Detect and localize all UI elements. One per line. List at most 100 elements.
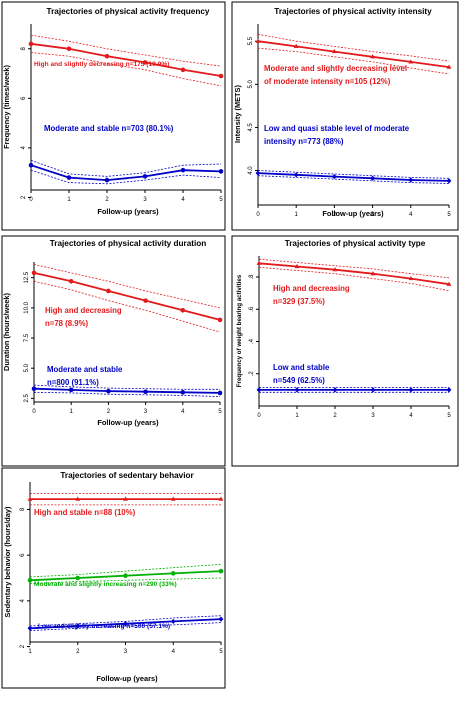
y-axis-label: Sedentary behavior (hours/day) — [3, 506, 12, 617]
data-point — [28, 41, 34, 47]
data-point — [75, 575, 81, 581]
x-tick-label: 5 — [219, 197, 223, 203]
y-axis-label: Duration (hours/week) — [2, 292, 11, 371]
x-tick-label: 3 — [124, 649, 128, 655]
y-tick-label: 2 — [21, 195, 27, 199]
series-1: High and decreasing n=329 (37.5%) — [256, 258, 452, 306]
y-tick-label: 5.0 — [24, 363, 30, 372]
series-label: n=800 (91.1%) — [47, 378, 99, 387]
x-axis-label: Follow-up (years) — [97, 207, 159, 216]
data-point — [446, 64, 452, 69]
data-point — [408, 177, 414, 183]
series-2: Low and quasi stable level of moderate in… — [255, 124, 452, 184]
chart-panel-2: Trajectories of physical activity intens… — [231, 1, 459, 231]
ci-lower-line — [33, 280, 221, 333]
x-tick-label: 4 — [172, 649, 176, 655]
x-tick-label: 5 — [447, 413, 451, 419]
data-point — [143, 389, 148, 395]
data-point — [255, 38, 261, 43]
y-tick-label: 8 — [20, 507, 26, 511]
y-axis-label: Frequency (times/week) — [2, 65, 11, 149]
series-label: Low and stable — [273, 363, 330, 372]
ci-upper-line — [30, 34, 222, 67]
data-point — [27, 577, 33, 583]
data-point — [31, 270, 37, 276]
data-point — [218, 169, 224, 174]
panel-frame — [231, 1, 459, 231]
x-tick-label: 5 — [447, 212, 451, 218]
y-tick-label: 7.5 — [24, 333, 30, 342]
ci-lower-line — [33, 391, 221, 397]
y-tick-label: 6 — [21, 96, 27, 100]
data-point — [66, 46, 72, 52]
data-point — [218, 496, 224, 501]
series-label: Low and slightly increasing n=500 (57.1%… — [38, 623, 170, 630]
data-point — [293, 43, 299, 49]
data-point — [332, 267, 338, 272]
data-point — [75, 496, 81, 501]
x-tick-label: 2 — [76, 649, 80, 655]
data-point — [75, 623, 81, 629]
chart-title: Trajectories of physical activity type — [285, 239, 426, 248]
data-point — [218, 616, 224, 622]
y-tick-label: 2 — [20, 644, 26, 648]
y-tick-label: 4.0 — [248, 166, 254, 175]
y-tick-label: 10.0 — [24, 301, 30, 313]
ci-upper-line — [33, 264, 221, 309]
ci-upper-line — [33, 384, 220, 390]
series-line — [30, 42, 222, 77]
data-point — [27, 496, 33, 501]
x-axis-label: Follow-up (years) — [322, 209, 384, 218]
series-label: Moderate and stable — [47, 365, 123, 374]
ci-upper-line — [257, 170, 450, 179]
y-tick-label: .2 — [249, 371, 255, 377]
series-1: Moderate and slightly decreasing level of… — [255, 33, 452, 86]
ci-lower-line — [257, 47, 450, 75]
data-point — [370, 387, 376, 393]
chart-panel-3: Trajectories of physical activity durati… — [1, 235, 226, 467]
x-tick-label: 1 — [28, 649, 32, 655]
series-line — [33, 387, 221, 394]
data-point — [408, 59, 414, 64]
x-tick-label: 1 — [70, 409, 74, 415]
panel-frame — [1, 1, 226, 231]
x-tick-label: 4 — [181, 409, 185, 415]
data-point — [180, 390, 186, 395]
data-point — [180, 307, 186, 313]
x-tick-label: 0 — [32, 409, 36, 415]
series-label: High and slightly decreasing n=175 (19.9… — [34, 61, 169, 68]
data-point — [218, 73, 224, 79]
series-line — [257, 172, 450, 182]
ci-upper-line — [257, 33, 450, 62]
y-tick-label: 4 — [20, 599, 26, 603]
data-point — [293, 172, 299, 178]
ci-lower-line — [30, 169, 222, 185]
x-tick-label: 1 — [295, 212, 299, 218]
series-label: Moderate and stable n=703 (80.1%) — [44, 124, 174, 133]
y-tick-label: 12.5 — [24, 271, 30, 283]
series-3: Low and slightly increasing n=500 (57.1%… — [27, 615, 224, 631]
x-tick-label: 3 — [371, 413, 375, 419]
data-point — [31, 386, 37, 392]
y-tick-label: 6 — [20, 553, 26, 557]
series-label: High and decreasing — [273, 284, 350, 293]
data-point — [68, 279, 74, 284]
panel-frame — [1, 467, 226, 689]
data-point — [218, 568, 224, 574]
data-point — [143, 298, 148, 303]
data-point — [370, 175, 375, 181]
series-1: High and slightly decreasing n=175 (19.9… — [28, 34, 224, 87]
chart-panel-1: Trajectories of physical activity freque… — [1, 1, 226, 231]
y-tick-label: .8 — [249, 274, 255, 280]
x-tick-label: 4 — [409, 413, 413, 419]
ci-upper-line — [258, 258, 450, 279]
y-tick-label: 4 — [21, 146, 27, 150]
series-label: High and decreasing — [45, 306, 122, 315]
x-tick-label: 0 — [256, 212, 260, 218]
series-line — [257, 40, 450, 68]
chart-title: Trajectories of physical activity durati… — [50, 239, 207, 248]
x-axis-label: Follow-up (years) — [96, 674, 158, 683]
x-tick-label: 5 — [219, 649, 223, 655]
